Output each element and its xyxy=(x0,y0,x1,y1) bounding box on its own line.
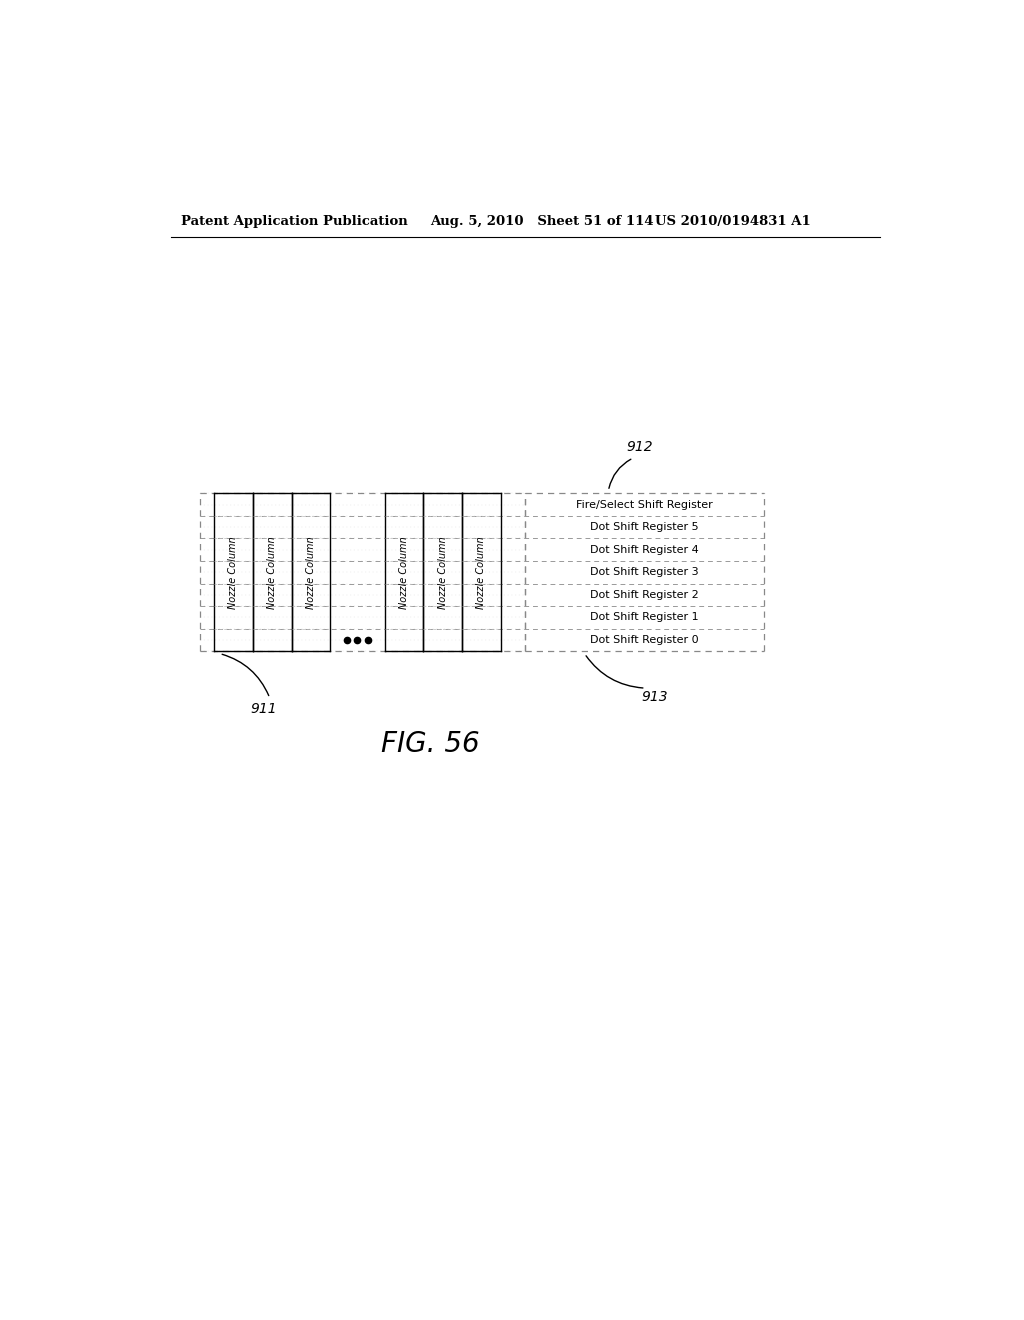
Text: Dot Shift Register 4: Dot Shift Register 4 xyxy=(590,545,698,554)
Text: Dot Shift Register 2: Dot Shift Register 2 xyxy=(590,590,698,599)
Text: Dot Shift Register 5: Dot Shift Register 5 xyxy=(590,523,698,532)
Text: 913: 913 xyxy=(642,690,669,705)
Text: Nozzle Column: Nozzle Column xyxy=(306,536,315,609)
Text: Nozzle Column: Nozzle Column xyxy=(267,536,278,609)
Text: 912: 912 xyxy=(627,440,653,454)
Text: Dot Shift Register 1: Dot Shift Register 1 xyxy=(590,612,698,622)
Text: 911: 911 xyxy=(250,702,276,715)
Text: US 2010/0194831 A1: US 2010/0194831 A1 xyxy=(655,215,811,228)
Text: Dot Shift Register 0: Dot Shift Register 0 xyxy=(590,635,698,645)
FancyArrowPatch shape xyxy=(609,459,631,488)
Text: Aug. 5, 2010   Sheet 51 of 114: Aug. 5, 2010 Sheet 51 of 114 xyxy=(430,215,654,228)
FancyArrowPatch shape xyxy=(222,655,268,696)
Text: Patent Application Publication: Patent Application Publication xyxy=(180,215,408,228)
Text: Nozzle Column: Nozzle Column xyxy=(228,536,239,609)
Text: Nozzle Column: Nozzle Column xyxy=(399,536,409,609)
Text: FIG. 56: FIG. 56 xyxy=(381,730,479,758)
Text: Dot Shift Register 3: Dot Shift Register 3 xyxy=(590,568,698,577)
Text: Nozzle Column: Nozzle Column xyxy=(476,536,486,609)
Text: Fire/Select Shift Register: Fire/Select Shift Register xyxy=(575,500,713,510)
Text: Nozzle Column: Nozzle Column xyxy=(437,536,447,609)
FancyArrowPatch shape xyxy=(586,656,643,688)
